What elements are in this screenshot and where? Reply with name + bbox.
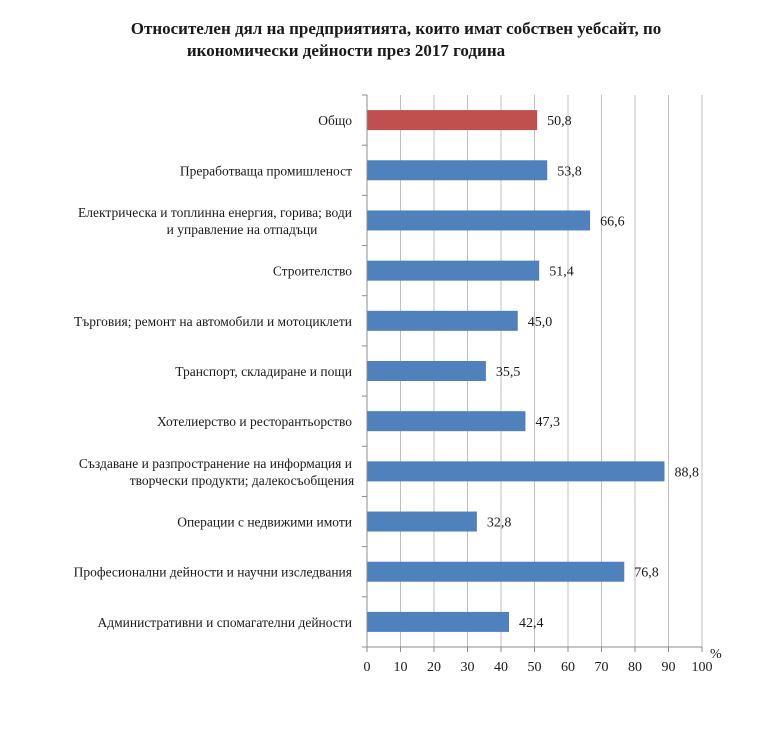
bar [367, 260, 540, 281]
category-label: творчески продукти; далекосъобщения [130, 473, 355, 488]
x-tick-label: 0 [364, 660, 371, 675]
axes: 0 10 20 30 40 50 60 70 80 90 100 [362, 94, 713, 675]
category-label: Електрическа и топлинна енергия, горива;… [78, 205, 352, 220]
category-label: Професионални дейности и научни изследва… [74, 565, 352, 580]
category-label: Операции с недвижими имоти [177, 515, 352, 530]
value-label: 47,3 [535, 415, 560, 430]
value-label: 45,0 [528, 315, 553, 330]
value-label: 76,8 [634, 566, 659, 581]
x-tick-label: 20 [427, 660, 441, 675]
category-label: Създаване и разпространение на информаци… [79, 456, 352, 471]
x-axis-unit-label: % [710, 647, 722, 662]
value-label: 50,8 [547, 114, 572, 129]
value-label: 53,8 [557, 164, 582, 179]
x-tick-label: 90 [662, 660, 676, 675]
x-tick-label: 80 [628, 660, 642, 675]
value-label: 35,5 [496, 365, 521, 380]
bar [367, 361, 486, 381]
value-label: 51,4 [549, 265, 574, 280]
labels: 50,8 Общо 53,8 Преработваща промишленост 66,… [74, 113, 699, 631]
x-tick-label: 30 [461, 660, 475, 675]
x-tick-label: 70 [595, 660, 609, 675]
x-tick-label: 60 [561, 660, 575, 675]
value-label: 32,8 [487, 516, 512, 531]
value-label: 42,4 [519, 616, 544, 631]
value-label: 66,6 [600, 214, 625, 229]
category-label: Административни и спомагателни дейности [97, 615, 352, 630]
bar [367, 461, 665, 482]
bars [367, 110, 665, 632]
category-label: Хотелиерство и ресторантьорство [157, 414, 352, 429]
x-tick-label: 40 [494, 660, 508, 675]
category-label: Строителство [273, 264, 352, 279]
gridlines [400, 95, 703, 647]
x-tick-label: 100 [692, 660, 713, 675]
bar [367, 411, 526, 432]
bar [367, 511, 477, 532]
category-label: Общо [318, 113, 352, 128]
bar [367, 561, 625, 582]
value-label: 88,8 [674, 465, 699, 480]
bar [367, 110, 538, 131]
x-tick-label: 50 [528, 660, 542, 675]
category-label: Транспорт, складиране и пощи [175, 364, 352, 379]
bar [367, 160, 548, 181]
bar [367, 210, 591, 231]
chart-title-line-1: Относителен дял на предприятията, които … [130, 19, 662, 38]
category-label: и управление на отпадъци [167, 222, 318, 237]
bar [367, 611, 510, 632]
x-tick-label: 10 [394, 660, 408, 675]
category-label: Преработваща промишленост [180, 163, 352, 178]
category-label: Търговия; ремонт на автомобили и мотоцик… [74, 314, 352, 329]
bar [367, 310, 518, 331]
chart-title-line-2: икономически дейности през 2017 година [186, 41, 506, 60]
